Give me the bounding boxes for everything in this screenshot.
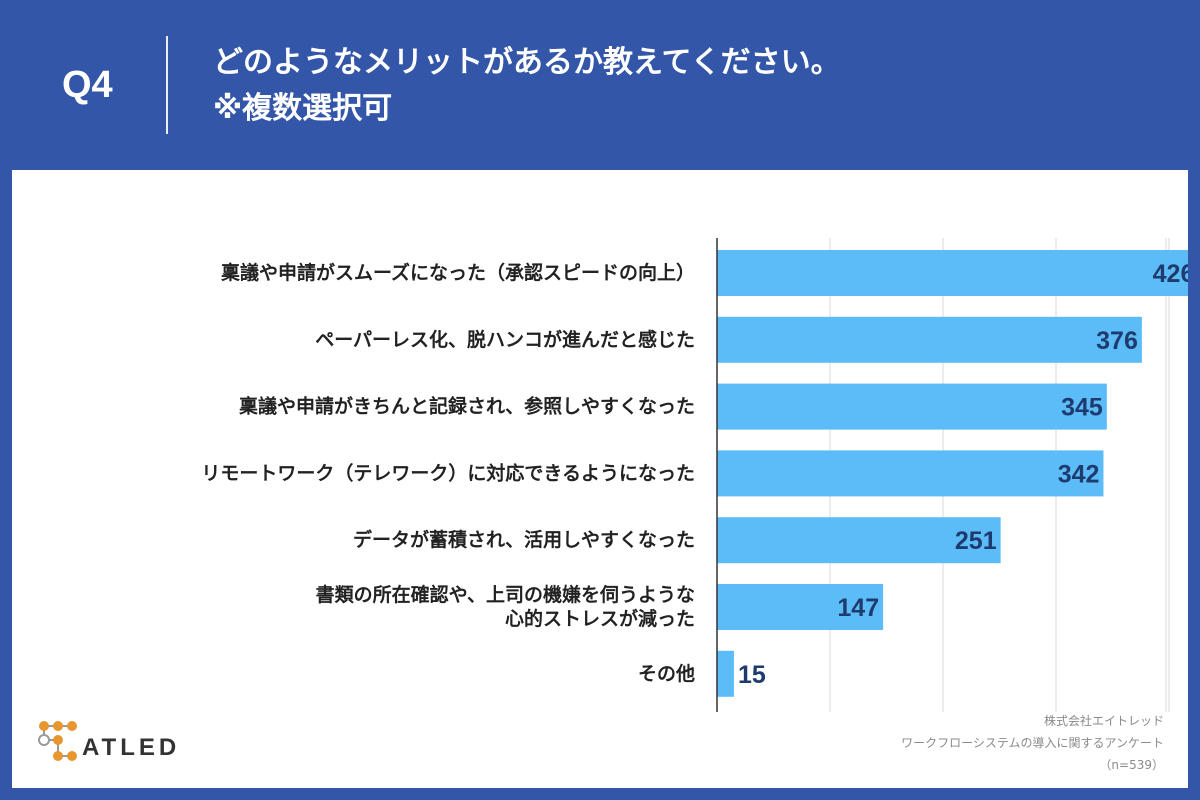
atled-logo-icon [38,721,77,761]
data-label: 426 [1153,260,1188,288]
category-label: 稟議や申請がきちんと記録され、参照しやすくなった [239,395,695,418]
header-divider [166,36,168,134]
category-label: 書類の所在確認や、上司の機嫌を伺うような [316,583,695,606]
data-label: 345 [1061,394,1103,422]
data-label: 342 [1058,460,1100,488]
question-title: どのようなメリットがあるか教えてください。 ※複数選択可 [213,40,841,132]
data-label: 147 [837,594,879,622]
question-title-line2: ※複数選択可 [213,91,393,126]
category-label: 心的ストレスが減った [505,607,695,630]
header: Q4 どのようなメリットがあるか教えてください。 ※複数選択可 [0,0,1200,170]
data-label: 376 [1096,327,1138,355]
question-number: Q4 [62,64,113,106]
source-survey: ワークフローシステムの導入に関するアンケート [901,736,1164,750]
bar [717,650,734,697]
atled-logo-text: ATLED [82,734,181,761]
data-label: 15 [738,661,766,689]
source-note: 株式会社エイトレッド ワークフローシステムの導入に関するアンケート （n=539… [901,710,1164,776]
category-label: その他 [638,662,695,685]
data-label: 251 [955,527,997,555]
category-label: 稟議や申請がスムーズになった（承認スピードの向上） [221,261,695,284]
bar [717,250,1188,296]
bar-chart: 426 稟議や申請がスムーズになった（承認スピードの向上） 376 ペーパーレス化、脱… [201,238,1188,712]
category-label: リモートワーク（テレワーク）に対応できるようになった [201,461,695,484]
bar [717,517,1001,564]
bar [717,584,884,630]
bar [717,316,1142,363]
category-label: データが蓄積され、活用しやすくなった [353,528,695,551]
source-company: 株式会社エイトレッド [1043,714,1164,728]
chart-panel: 426 稟議や申請がスムーズになった（承認スピードの向上） 376 ペーパーレス化、脱… [12,170,1188,788]
source-sample: （n=539） [1099,758,1164,772]
bar [717,383,1107,430]
category-label: ペーパーレス化、脱ハンコが進んだと感じた [315,328,695,351]
question-title-line1: どのようなメリットがあるか教えてください。 [213,45,841,80]
bar [717,450,1104,497]
